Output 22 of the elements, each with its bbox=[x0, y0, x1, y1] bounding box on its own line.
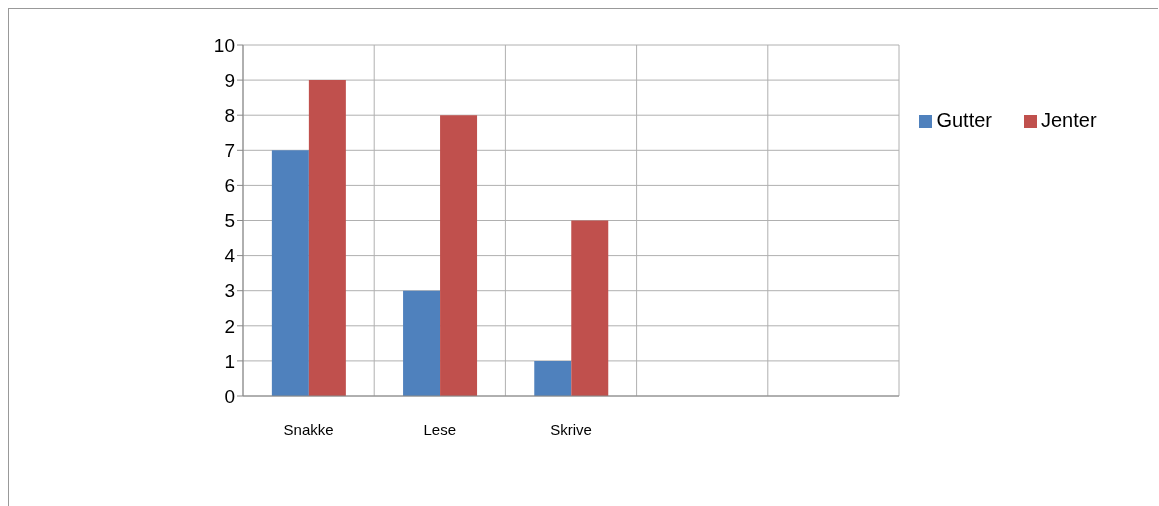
y-tick-label: 3 bbox=[224, 280, 235, 302]
x-tick-label: Snakke bbox=[283, 420, 334, 438]
y-tick-label: 5 bbox=[224, 210, 235, 232]
bar bbox=[308, 80, 346, 396]
bar bbox=[440, 115, 478, 396]
bar bbox=[271, 150, 309, 396]
x-tick-label: Lese bbox=[423, 420, 457, 438]
legend-label: Jenter bbox=[1040, 109, 1097, 131]
bar bbox=[403, 290, 441, 396]
y-tick-label: 9 bbox=[224, 69, 235, 91]
y-tick-label: 7 bbox=[224, 140, 235, 162]
y-tick-label: 1 bbox=[224, 350, 235, 372]
bar bbox=[534, 360, 572, 396]
y-tick-label: 0 bbox=[224, 385, 235, 407]
y-tick-label: 2 bbox=[224, 315, 235, 337]
y-tick-label: 10 bbox=[213, 34, 235, 56]
legend-label: Gutter bbox=[936, 109, 992, 131]
bar bbox=[571, 220, 609, 396]
y-tick-label: 4 bbox=[224, 245, 236, 267]
y-tick-label: 6 bbox=[224, 175, 235, 197]
y-tick-label: 8 bbox=[224, 104, 235, 126]
x-tick-label: Skrive bbox=[550, 420, 592, 438]
